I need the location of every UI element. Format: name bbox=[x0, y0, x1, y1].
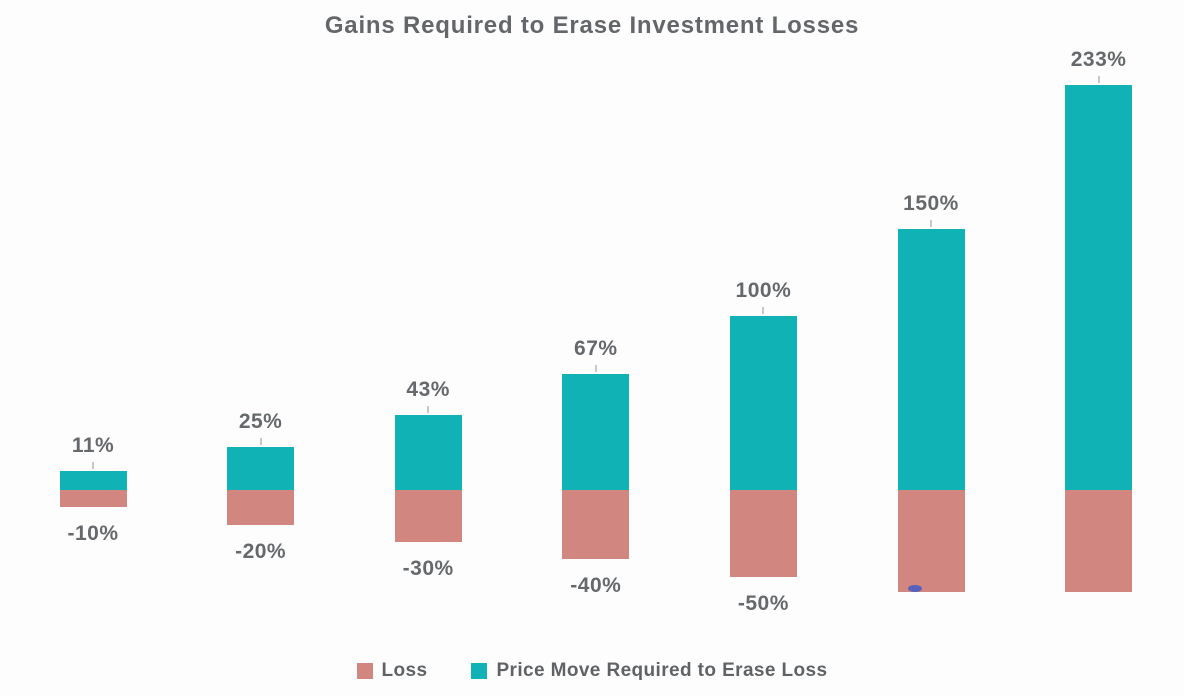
legend-swatch-loss-icon bbox=[356, 663, 373, 679]
legend-label-gain: Price Move Required to Erase Loss bbox=[496, 660, 828, 681]
legend: Loss Price Move Required to Erase Loss bbox=[0, 660, 1184, 682]
bar-gain-label: 11% bbox=[71, 433, 115, 457]
label-leader-tick bbox=[762, 307, 765, 315]
bar-gain-segment bbox=[227, 446, 295, 490]
bar-loss-segment bbox=[1065, 490, 1133, 592]
bar-gain-label: 25% bbox=[238, 409, 283, 433]
blue-smudge-artifact bbox=[908, 585, 922, 592]
bar-loss-label: -50% bbox=[737, 591, 789, 615]
bar-gain-label: 150% bbox=[903, 192, 959, 216]
legend-item-gain: Price Move Required to Erase Loss bbox=[471, 660, 827, 682]
bar-loss-segment bbox=[562, 490, 630, 560]
bar-gain-label: 67% bbox=[574, 336, 618, 360]
label-leader-tick bbox=[92, 461, 94, 469]
label-leader-tick bbox=[594, 364, 597, 372]
bar-gain-label: 233% bbox=[1070, 48, 1127, 72]
bar-gain-segment bbox=[1065, 85, 1133, 490]
label-leader-tick bbox=[259, 437, 262, 445]
bar-gain-segment bbox=[897, 229, 965, 490]
bar-gain-label: 100% bbox=[735, 279, 792, 303]
bar-loss-label: -40% bbox=[570, 574, 622, 598]
bar-gain-segment bbox=[59, 470, 127, 490]
chart-title: Gains Required to Erase Investment Losse… bbox=[324, 12, 860, 39]
legend-swatch-gain-icon bbox=[471, 663, 488, 679]
bar-loss-segment bbox=[227, 490, 295, 525]
bar-loss-segment bbox=[59, 490, 127, 508]
bar-loss-label: -20% bbox=[235, 539, 287, 563]
label-leader-tick bbox=[930, 220, 932, 228]
bar-gain-segment bbox=[729, 316, 797, 490]
bar-loss-label: -10% bbox=[67, 522, 119, 546]
bar-loss-segment bbox=[394, 490, 462, 543]
label-leader-tick bbox=[427, 406, 430, 414]
bar-gain-segment bbox=[562, 373, 630, 490]
legend-label-loss: Loss bbox=[381, 660, 428, 681]
bar-loss-segment bbox=[897, 490, 965, 592]
bar-gain-segment bbox=[394, 415, 462, 490]
bar-gain-label: 43% bbox=[406, 378, 450, 402]
label-leader-tick bbox=[1097, 76, 1100, 84]
legend-item-loss: Loss bbox=[356, 660, 428, 682]
bar-loss-label: -30% bbox=[402, 557, 454, 581]
bar-loss-segment bbox=[729, 490, 797, 577]
